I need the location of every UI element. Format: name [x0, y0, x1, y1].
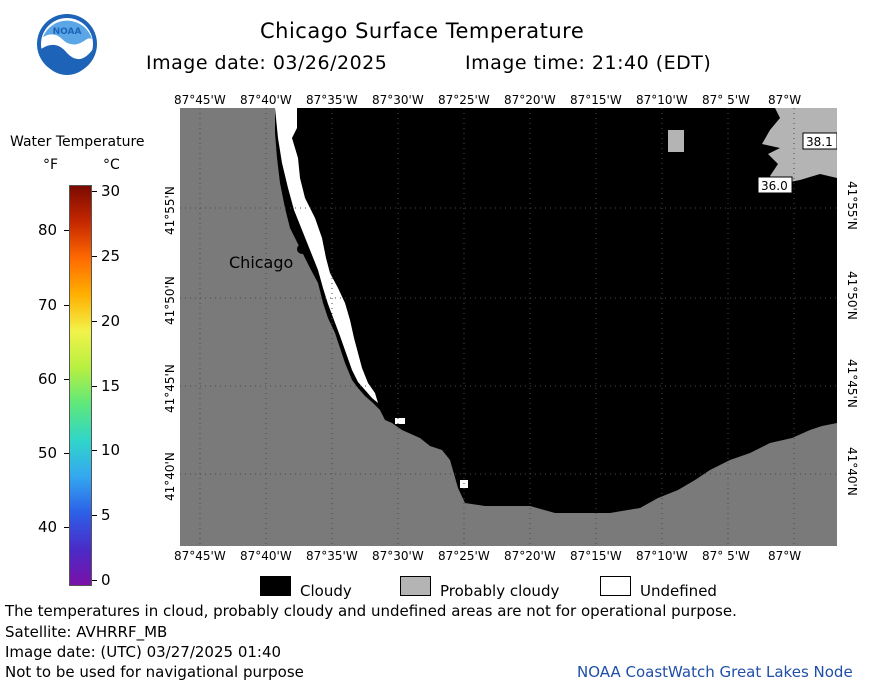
latitude-label: 41°55'N — [163, 186, 177, 235]
noaa-logo: NOAA — [37, 14, 97, 75]
longitude-label: 87°15'W — [570, 549, 622, 563]
legend-swatch-cloudy — [260, 576, 291, 596]
legend-label-undefined: Undefined — [640, 582, 717, 600]
c-tick-label: 5 — [101, 506, 111, 525]
c-tick-mark — [92, 450, 97, 451]
nav-warning: Not to be used for navigational purpose — [5, 663, 304, 681]
f-tick-mark — [64, 453, 69, 454]
temp-label-box — [757, 176, 793, 194]
c-tick-label: 15 — [101, 376, 121, 395]
probably-cloudy-speck — [668, 130, 684, 152]
colorbar-title: Water Temperature — [10, 134, 145, 150]
map-grid — [180, 108, 837, 546]
disclaimer: The temperatures in cloud, probably clou… — [5, 602, 737, 620]
longitude-label: 87°10'W — [636, 93, 688, 107]
page-title: Chicago Surface Temperature — [260, 19, 585, 43]
undefined-speck — [460, 480, 468, 488]
temperature-map: 38.1 36.0 Chicago — [180, 108, 837, 546]
utc-date: Image date: (UTC) 03/27/2025 01:40 — [5, 643, 282, 661]
c-tick-mark — [92, 580, 97, 581]
c-tick-label: 20 — [101, 311, 121, 330]
latitude-label: 41°50'N — [163, 276, 177, 325]
cloudy-lake-area — [275, 108, 837, 513]
c-tick-mark — [92, 256, 97, 257]
latitude-label: 41°40'N — [163, 452, 177, 501]
c-tick-label: 25 — [101, 246, 121, 265]
f-tick-label: 40 — [38, 518, 58, 536]
city-label: Chicago — [229, 253, 293, 272]
c-tick-mark — [92, 191, 97, 192]
unit-c: °C — [103, 157, 120, 173]
colorbar — [69, 185, 92, 586]
undefined-speck — [395, 418, 405, 424]
c-tick-mark — [92, 321, 97, 322]
c-tick-mark — [92, 515, 97, 516]
legend-label-probably-cloudy: Probably cloudy — [440, 582, 560, 600]
legend-swatch-undefined — [600, 576, 631, 596]
c-tick-mark — [92, 386, 97, 387]
longitude-label: 87°35'W — [306, 549, 358, 563]
temp-label-box — [802, 132, 837, 150]
longitude-label: 87°W — [768, 549, 802, 563]
longitude-label: 87°W — [768, 93, 802, 107]
f-tick-mark — [64, 230, 69, 231]
latitude-label: 41°50'N — [845, 271, 859, 320]
longitude-label: 87°25'W — [438, 549, 490, 563]
f-tick-label: 70 — [38, 296, 58, 314]
longitude-label: 87°10'W — [636, 549, 688, 563]
longitude-label: 87°45'W — [174, 93, 226, 107]
legend-label-cloudy: Cloudy — [300, 582, 352, 600]
logo-text: NOAA — [53, 27, 82, 37]
latitude-label: 41°55'N — [845, 181, 859, 230]
longitude-label: 87°40'W — [240, 549, 292, 563]
undefined-area — [275, 108, 378, 403]
f-tick-mark — [64, 379, 69, 380]
c-tick-label: 10 — [101, 441, 121, 460]
f-tick-label: 60 — [38, 370, 58, 388]
longitude-label: 87°20'W — [504, 93, 556, 107]
latitude-label: 41°45'N — [163, 364, 177, 413]
f-tick-label: 50 — [38, 444, 58, 462]
f-tick-mark — [64, 527, 69, 528]
credit-link[interactable]: NOAA CoastWatch Great Lakes Node — [577, 663, 853, 681]
chicago-marker — [297, 244, 307, 254]
temp-label-2: 36.0 — [761, 179, 788, 193]
image-date: Image date: 03/26/2025 — [146, 52, 388, 74]
latitude-label: 41°40'N — [845, 447, 859, 496]
c-tick-label: 30 — [101, 182, 121, 200]
longitude-label: 87° 5'W — [702, 549, 750, 563]
satellite-info: Satellite: AVHRRF_MB — [5, 623, 168, 641]
image-time: Image time: 21:40 (EDT) — [465, 52, 712, 74]
longitude-label: 87°25'W — [438, 93, 490, 107]
legend-swatch-probably-cloudy — [400, 576, 431, 596]
longitude-label: 87°45'W — [174, 549, 226, 563]
latitude-label: 41°45'N — [845, 359, 859, 408]
longitude-label: 87°35'W — [306, 93, 358, 107]
longitude-label: 87°30'W — [372, 93, 424, 107]
longitude-label: 87°30'W — [372, 549, 424, 563]
f-tick-mark — [64, 305, 69, 306]
longitude-label: 87° 5'W — [702, 93, 750, 107]
probably-cloudy-area — [762, 108, 837, 184]
temp-label-1: 38.1 — [806, 135, 833, 149]
longitude-label: 87°15'W — [570, 93, 622, 107]
f-tick-label: 80 — [38, 221, 58, 239]
c-tick-label: 0 — [101, 571, 111, 589]
longitude-label: 87°20'W — [504, 549, 556, 563]
longitude-label: 87°40'W — [240, 93, 292, 107]
unit-f: °F — [43, 157, 59, 173]
